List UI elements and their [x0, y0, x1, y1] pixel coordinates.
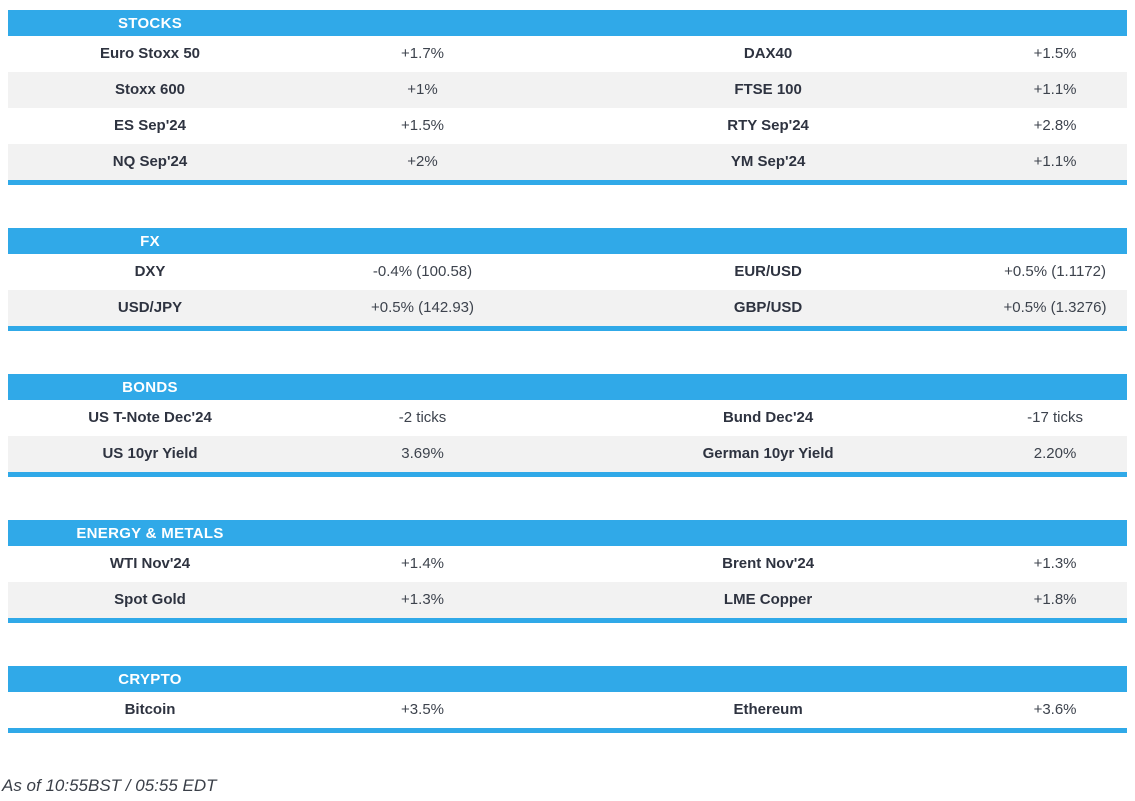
instrument-change: +2.8% [1033, 117, 1077, 134]
instrument-change: +3.6% [1033, 701, 1077, 718]
table-row: Bitcoin +3.5% Ethereum +3.6% [8, 692, 1127, 728]
section-title: CRYPTO [118, 670, 182, 688]
instrument-change: +0.5% (1.1172) [1004, 263, 1106, 280]
instrument-name: German 10yr Yield [702, 445, 834, 462]
instrument-change: +1.8% [1033, 591, 1077, 608]
instrument-change: +0.5% (1.3276) [1003, 299, 1107, 316]
section-header-energy-metals: ENERGY & METALS [8, 520, 1127, 546]
table-row: Spot Gold +1.3% LME Copper +1.8% [8, 582, 1127, 618]
section-title: ENERGY & METALS [76, 524, 224, 542]
instrument-name: GBP/USD [733, 299, 803, 316]
instrument-change: +1.7% [401, 45, 444, 62]
table-row: USD/JPY +0.5% (142.93) GBP/USD +0.5% (1.… [8, 290, 1127, 326]
instrument-change: +1.4% [401, 555, 444, 572]
table-row: US T-Note Dec'24 -2 ticks Bund Dec'24 -1… [8, 400, 1127, 436]
table-row: ES Sep'24 +1.5% RTY Sep'24 +2.8% [8, 108, 1127, 144]
instrument-name: Bund Dec'24 [722, 409, 814, 426]
instrument-name: Spot Gold [114, 591, 186, 608]
instrument-name: DAX40 [743, 45, 793, 62]
table-row: US 10yr Yield 3.69% German 10yr Yield 2.… [8, 436, 1127, 472]
instrument-change: +1.1% [1033, 81, 1077, 98]
section-title: STOCKS [117, 14, 183, 32]
instrument-change: +1% [407, 81, 438, 98]
instrument-name: DXY [134, 263, 166, 280]
instrument-change: +1.5% [401, 117, 444, 134]
section-header-fx: FX [8, 228, 1127, 254]
instrument-change: +1.3% [1033, 555, 1077, 572]
instrument-name: RTY Sep'24 [727, 117, 809, 134]
instrument-name: NQ Sep'24 [112, 153, 188, 170]
instrument-change: -0.4% (100.58) [372, 263, 473, 280]
instrument-name: Euro Stoxx 50 [99, 45, 201, 62]
instrument-name: USD/JPY [117, 299, 183, 316]
section-energy-metals: ENERGY & METALS WTI Nov'24 +1.4% Brent N… [8, 520, 1127, 623]
table-row: DXY -0.4% (100.58) EUR/USD +0.5% (1.1172… [8, 254, 1127, 290]
instrument-name: LME Copper [723, 591, 813, 608]
section-stocks: STOCKS Euro Stoxx 50 +1.7% DAX40 +1.5% S… [8, 10, 1127, 185]
instrument-name: ES Sep'24 [114, 117, 186, 134]
instrument-name: WTI Nov'24 [109, 555, 191, 572]
table-row: Stoxx 600 +1% FTSE 100 +1.1% [8, 72, 1127, 108]
instrument-change: +2% [407, 153, 438, 170]
instrument-name: YM Sep'24 [730, 153, 806, 170]
instrument-name: Bitcoin [124, 701, 176, 718]
section-crypto: CRYPTO Bitcoin +3.5% Ethereum +3.6% [8, 666, 1127, 733]
table-row: NQ Sep'24 +2% YM Sep'24 +1.1% [8, 144, 1127, 180]
section-header-stocks: STOCKS [8, 10, 1127, 36]
instrument-change: 2.20% [1033, 445, 1077, 462]
instrument-change: -17 ticks [1027, 409, 1083, 426]
instrument-name: Ethereum [733, 701, 803, 718]
instrument-name: FTSE 100 [734, 81, 802, 98]
instrument-change: -2 ticks [398, 409, 447, 426]
instrument-change: +1.3% [401, 591, 444, 608]
instrument-change: +3.5% [401, 701, 444, 718]
instrument-change: +1.1% [1033, 153, 1077, 170]
instrument-change: +0.5% (142.93) [371, 299, 475, 316]
section-title: BONDS [122, 378, 178, 396]
section-title: FX [140, 232, 160, 250]
instrument-change: 3.69% [401, 445, 444, 462]
section-header-bonds: BONDS [8, 374, 1127, 400]
instrument-name: Stoxx 600 [114, 81, 186, 98]
section-header-crypto: CRYPTO [8, 666, 1127, 692]
instrument-change: +1.5% [1033, 45, 1077, 62]
instrument-name: US 10yr Yield [102, 445, 198, 462]
instrument-name: Brent Nov'24 [722, 555, 815, 572]
instrument-name: US T-Note Dec'24 [88, 409, 212, 426]
section-bonds: BONDS US T-Note Dec'24 -2 ticks Bund Dec… [8, 374, 1127, 477]
table-row: WTI Nov'24 +1.4% Brent Nov'24 +1.3% [8, 546, 1127, 582]
table-row: Euro Stoxx 50 +1.7% DAX40 +1.5% [8, 36, 1127, 72]
as-of-timestamp: As of 10:55BST / 05:55 EDT [2, 776, 217, 795]
instrument-name: EUR/USD [734, 263, 802, 280]
section-fx: FX DXY -0.4% (100.58) EUR/USD +0.5% (1.1… [8, 228, 1127, 331]
